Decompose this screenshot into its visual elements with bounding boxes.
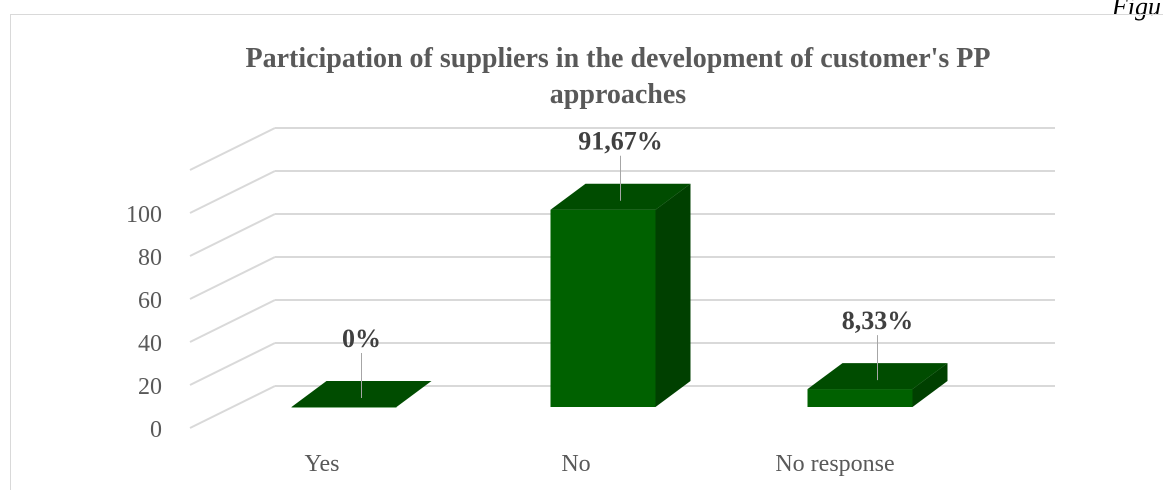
gridline-diagonal bbox=[189, 385, 276, 429]
bars bbox=[291, 183, 948, 408]
y-axis-ticks: 0 20 40 60 80 100 bbox=[126, 202, 162, 443]
x-category-label: No bbox=[561, 451, 590, 477]
y-tick-label: 100 bbox=[126, 202, 162, 228]
y-tick-label: 80 bbox=[138, 245, 162, 271]
bar bbox=[807, 389, 913, 407]
data-label: 91,67% bbox=[578, 127, 663, 156]
figure-label: Figu bbox=[1111, 0, 1161, 21]
y-tick-label: 20 bbox=[138, 374, 162, 400]
bar-side bbox=[655, 183, 691, 407]
data-label: 0% bbox=[342, 324, 381, 353]
bar bbox=[550, 209, 656, 407]
bar bbox=[291, 407, 397, 408]
y-tick-label: 0 bbox=[150, 417, 162, 443]
gridline-diagonal bbox=[189, 342, 276, 386]
bar-side bbox=[912, 363, 948, 407]
chart-title-line-2: approaches bbox=[550, 79, 686, 110]
chart-title-line-1: Participation of suppliers in the develo… bbox=[245, 43, 990, 74]
gridline-diagonal bbox=[189, 127, 276, 171]
gridline-diagonal bbox=[189, 256, 276, 300]
gridline-diagonal bbox=[189, 213, 276, 257]
gridline-diagonal bbox=[189, 170, 276, 214]
x-category-label: No response bbox=[775, 451, 894, 477]
gridline-diagonal bbox=[189, 299, 276, 343]
x-axis-categories: Yes No No response bbox=[305, 451, 895, 477]
y-tick-label: 40 bbox=[138, 331, 162, 357]
data-labels: 0% 91,67% 8,33% bbox=[342, 127, 913, 398]
data-label: 8,33% bbox=[842, 306, 914, 335]
x-category-label: Yes bbox=[305, 451, 340, 477]
y-tick-label: 60 bbox=[138, 288, 162, 314]
